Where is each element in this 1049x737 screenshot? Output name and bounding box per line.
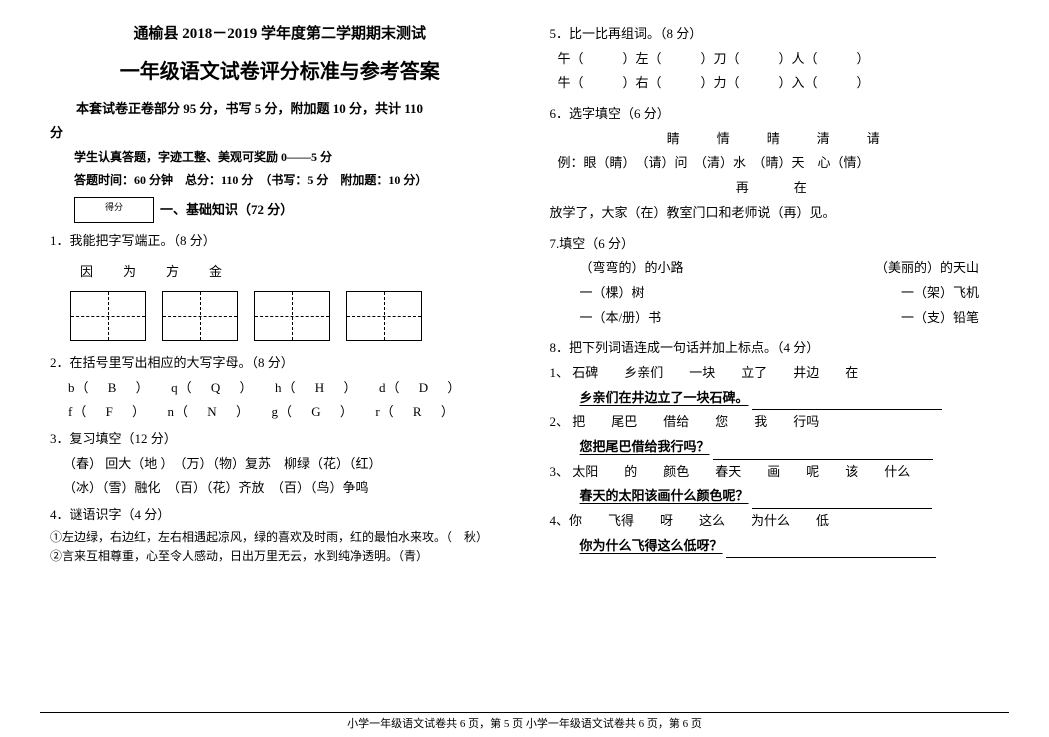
scoring-line: 本套试卷正卷部分 95 分，书写 5 分，附加题 10 分，共计 110 [50,97,510,122]
q8-a1: 乡亲们在井边立了一块石碑。 [580,390,749,405]
q1-char-1: 为 [123,260,136,285]
q2-row2: f（ F ） n（ N ） g（ G ） r（ R ） [68,400,510,425]
q8-a2-wrap: 您把尾巴借给我行吗？ [550,435,1010,460]
q1-char-3: 金 [209,260,222,285]
q8-a3-wrap: 春天的太阳该画什么颜色呢？ [550,484,1010,509]
q5-row2: 牛（ ）右（ ）力（ ）入（ ） [558,71,1010,96]
q7-r3b: 一（支）铅笔 [901,306,979,331]
timing: 答题时间：60 分钟 总分：110 分 （书写：5 分 附加题：10 分） [50,169,510,192]
scoring-suffix: 分 [50,121,510,146]
q7-r1b: （美丽的）的天山 [875,256,979,281]
footer-text: 小学一年级语文试卷共 6 页，第 5 页 小学一年级语文试卷共 6 页，第 6 … [0,715,1049,731]
q8-a1-wrap: 乡亲们在井边立了一块石碑。 [550,386,1010,411]
tian-box [70,291,146,341]
q7-r1: （弯弯的）的小路 （美丽的）的天山 [550,256,1010,281]
q3-row2: （冰）（雪）融化 （百）（花）齐放 （百）（鸟）争鸣 [50,476,510,501]
q1-char-2: 方 [166,260,179,285]
q6-sentence: 放学了，大家（在）教室门口和老师说（再）见。 [550,201,1010,226]
q3-row1: （春） 回大（地 ） （万）（物）复苏 柳绿（花）（红） [50,452,510,477]
q7-r2b: 一（架）飞机 [901,281,979,306]
q2-title: 2．在括号里写出相应的大写字母。（8 分） [50,351,510,376]
q8-a4: 你为什么飞得这么低呀？ [580,538,723,553]
q5-title: 5．比一比再组词。（8 分） [550,22,1010,47]
q1-chars: 因 为 方 金 [80,260,510,285]
left-column: 通榆县 2018－2019 学年度第二学期期末测试 一年级语文试卷评分标准与参考… [50,20,510,566]
title-line1: 通榆县 2018－2019 学年度第二学期期末测试 [50,20,510,49]
q1-title: 1．我能把字写端正。（8 分） [50,229,510,254]
blank [713,446,933,460]
blank [726,544,936,558]
q3-title: 3．复习填空（12 分） [50,427,510,452]
title-line2: 一年级语文试卷评分标准与参考答案 [50,53,510,91]
q8-a2: 您把尾巴借给我行吗？ [580,439,710,454]
tian-box [254,291,330,341]
q8-a4-wrap: 你为什么飞得这么低呀？ [550,534,1010,559]
tian-box [162,291,238,341]
blank [752,396,942,410]
instruction: 学生认真答题，字迹工整、美观可奖励 0——5 分 [50,146,510,169]
score-label: 得分 [105,199,123,216]
footer-rule [40,712,1009,713]
tian-box [346,291,422,341]
q7-r2: 一（棵）树 一（架）飞机 [550,281,1010,306]
q8-s2: 2、 把 尾巴 借给 您 我 行吗 [550,410,1010,435]
q6-example: 例：眼（睛） （请）问 （清）水 （晴）天 心（情） [558,151,1010,176]
q6-chars1: 睛 情 晴 清 请 [550,127,1010,152]
q2-row1: b（ B ） q（ Q ） h（ H ） d（ D ） [68,376,510,401]
q4-title: 4．谜语识字（4 分） [50,503,510,528]
blank [752,495,932,509]
score-row: 得分 一、基础知识（72 分） [50,197,510,223]
q1-char-0: 因 [80,260,93,285]
q4-c2: ②言来互相尊重，心至令人感动，日出万里无云，水到纯净透明。（青） [50,547,510,566]
q4-c1: ①左边绿，右边红，左右相遇起凉风，绿的喜欢及时雨，红的最怕水来攻。（ 秋） [50,528,510,547]
q8-s1: 1、 石碑 乡亲们 一块 立了 井边 在 [550,361,1010,386]
section1-head: 一、基础知识（72 分） [160,198,293,223]
right-column: 5．比一比再组词。（8 分） 午（ ）左（ ）刀（ ）人（ ） 牛（ ）右（ ）… [550,20,1010,566]
q6-chars2: 再 在 [550,176,1010,201]
q7-r2a: 一（棵）树 [580,281,645,306]
tian-grid-row [70,291,510,341]
q8-title: 8．把下列词语连成一句话并加上标点。（4 分） [550,336,1010,361]
q7-r1a: （弯弯的）的小路 [580,256,684,281]
q7-r3a: 一（本/册）书 [580,306,662,331]
q6-title: 6．选字填空（6 分） [550,102,1010,127]
q5-row1: 午（ ）左（ ）刀（ ）人（ ） [558,47,1010,72]
q8-a3: 春天的太阳该画什么颜色呢？ [580,488,749,503]
q8-s4: 4、你 飞得 呀 这么 为什么 低 [550,509,1010,534]
q8-s3: 3、 太阳 的 颜色 春天 画 呢 该 什么 [550,460,1010,485]
exam-page: 通榆县 2018－2019 学年度第二学期期末测试 一年级语文试卷评分标准与参考… [0,0,1049,576]
q7-title: 7.填空（6 分） [550,232,1010,257]
q7-r3: 一（本/册）书 一（支）铅笔 [550,306,1010,331]
score-box: 得分 [74,197,154,223]
